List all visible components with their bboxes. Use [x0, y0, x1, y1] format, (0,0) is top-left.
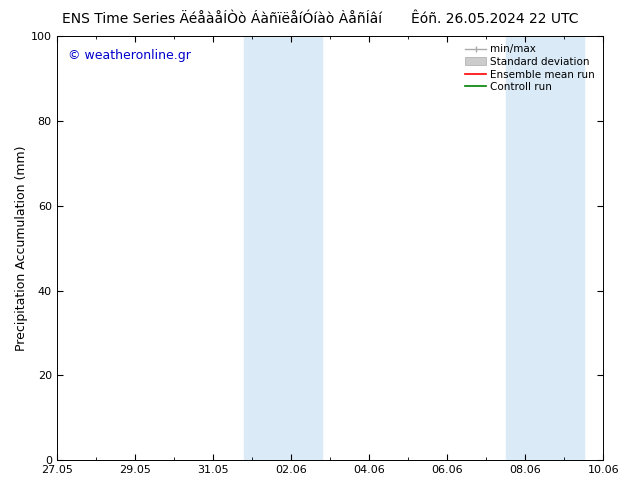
Bar [505, 36, 545, 460]
Bar [545, 36, 584, 460]
Text: ENS Time Series ÄéåàåÍÒò ÁàñïëåíÓíàò ÀåñÍâí: ENS Time Series ÄéåàåÍÒò ÁàñïëåíÓíàò Àåñ… [62, 12, 382, 26]
Text: Êóñ. 26.05.2024 22 UTC: Êóñ. 26.05.2024 22 UTC [411, 12, 578, 26]
Bar [291, 36, 322, 460]
Bar [244, 36, 291, 460]
Y-axis label: Precipitation Accumulation (mm): Precipitation Accumulation (mm) [15, 146, 28, 351]
Legend: min/max, Standard deviation, Ensemble mean run, Controll run: min/max, Standard deviation, Ensemble me… [462, 41, 598, 96]
Text: © weatheronline.gr: © weatheronline.gr [68, 49, 190, 62]
